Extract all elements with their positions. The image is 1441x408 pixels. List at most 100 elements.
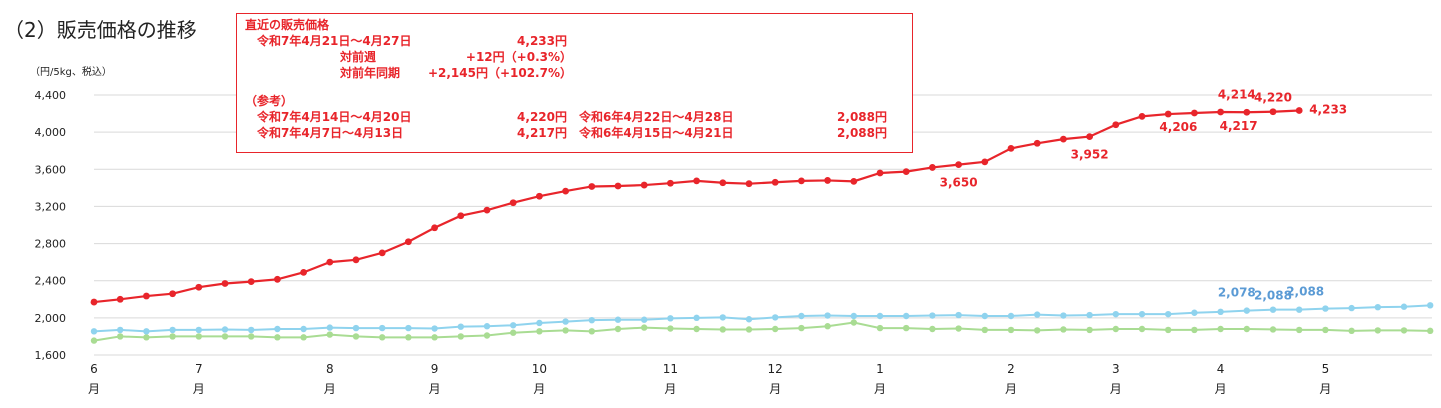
blue-series-point [798, 312, 805, 320]
blue-series-point [405, 324, 412, 332]
blue-series-point [1296, 306, 1303, 313]
wow-label: 対前週 [340, 50, 377, 64]
red-series-point [771, 178, 779, 186]
green-series-point [614, 325, 622, 333]
red-series-point [562, 187, 569, 195]
blue-series-point [1400, 303, 1408, 310]
green-series-point [1400, 327, 1408, 334]
green-series-point [981, 326, 988, 334]
blue-data-label: 2,078 [1218, 286, 1256, 300]
x-tick-label: 4 [1217, 362, 1225, 376]
red-series-point [1138, 112, 1146, 120]
blue-series-point [90, 328, 98, 335]
x-tick-label: 1 [876, 362, 884, 376]
red-data-label: 4,220 [1254, 91, 1292, 105]
ref2-period: 令和7年4月7日～4月13日 [257, 126, 404, 140]
x-tick-label: 月 [1005, 382, 1017, 396]
red-data-label: 3,952 [1071, 148, 1109, 162]
blue-series-point [1269, 306, 1277, 313]
green-series-point [169, 333, 176, 340]
green-series-point [1374, 327, 1382, 334]
blue-series-point [641, 316, 648, 323]
blue-series-point [300, 325, 307, 333]
red-series-point [247, 278, 255, 286]
y-tick-label: 2,400 [35, 275, 67, 288]
blue-series-point [248, 326, 255, 334]
blue-series-point [1060, 312, 1067, 319]
green-series-point [379, 334, 386, 341]
red-series-point [143, 292, 150, 300]
red-series-point [1295, 107, 1303, 114]
latest-price-box: 直近の販売価格 令和7年4月21日～4月27日 4,233円 対前週 +12円（… [236, 13, 913, 153]
blue-series-point [693, 314, 700, 322]
green-series-point [352, 333, 360, 340]
green-series-point [510, 329, 517, 336]
green-series-point [1243, 325, 1251, 333]
x-tick-label: 月 [1319, 382, 1331, 396]
blue-series-point [457, 323, 464, 330]
red-series-point [1191, 109, 1198, 117]
red-series-point [824, 177, 831, 184]
red-series-point [588, 183, 596, 190]
blue-series-line [93, 304, 1431, 333]
green-series-point [1007, 326, 1015, 334]
blue-series-point [483, 323, 491, 330]
x-tick-label: 月 [1215, 382, 1227, 396]
green-series-point [1427, 327, 1434, 335]
x-tick-label: 月 [1110, 382, 1122, 396]
green-series-point [143, 334, 150, 341]
green-series-point [221, 333, 229, 340]
blue-series-point [824, 312, 831, 319]
x-tick-label: 月 [769, 382, 781, 396]
x-tick-label: 10 [532, 362, 547, 376]
green-series-point [1191, 326, 1198, 334]
y-tick-label: 1,600 [35, 349, 67, 362]
x-tick-label: 月 [324, 382, 336, 396]
red-series-point [431, 224, 438, 232]
red-series-point [640, 181, 648, 189]
red-series-point [405, 238, 412, 246]
x-tick-label: 9 [431, 362, 439, 376]
green-series-point [1269, 326, 1277, 333]
green-series-point [326, 331, 333, 338]
green-series-point [929, 325, 936, 333]
y-axis-ticks: 1,600 2,000 2,400 2,800 3,200 3,600 4,000 4,400 [35, 89, 67, 362]
red-series-point [614, 182, 622, 190]
blue-series-point [1086, 311, 1093, 319]
red-series-point [195, 283, 203, 291]
red-series-point [536, 192, 543, 200]
red-series-point [378, 249, 386, 257]
green-series-point [745, 326, 753, 333]
green-series-point [562, 327, 569, 334]
blue-series-point [536, 319, 543, 327]
x-tick-label: 月 [874, 382, 886, 396]
green-series-point [431, 334, 438, 341]
reference-label: （参考） [245, 94, 294, 108]
green-series-point [1112, 325, 1120, 333]
blue-series-point [903, 312, 910, 320]
red-series-point [1243, 108, 1251, 116]
blue-series-point [221, 326, 229, 333]
series-points [90, 107, 1434, 344]
green-series-point [1165, 326, 1172, 334]
blue-series-point [1034, 311, 1041, 318]
red-series-point [300, 268, 307, 276]
yoy-value: +2,145円（+102.7%） [427, 66, 572, 80]
blue-series-point [1191, 309, 1198, 316]
red-series-point [509, 199, 517, 207]
section-heading: （2）販売価格の推移 [4, 18, 197, 42]
blue-series-point [588, 316, 595, 324]
green-series-point [274, 334, 281, 341]
blue-series-point [1243, 307, 1251, 314]
red-series-point [1033, 139, 1041, 147]
red-data-label: 4,217 [1220, 119, 1258, 133]
y-tick-label: 3,600 [35, 163, 67, 176]
blue-series-point [1322, 305, 1329, 312]
red-series-point [1112, 121, 1120, 129]
blue-series-point [1427, 302, 1434, 309]
blue-series-point [1112, 310, 1120, 318]
blue-series-point [876, 312, 884, 320]
green-series-point [117, 333, 124, 340]
green-series-point [195, 333, 202, 340]
green-series-point [824, 323, 831, 330]
